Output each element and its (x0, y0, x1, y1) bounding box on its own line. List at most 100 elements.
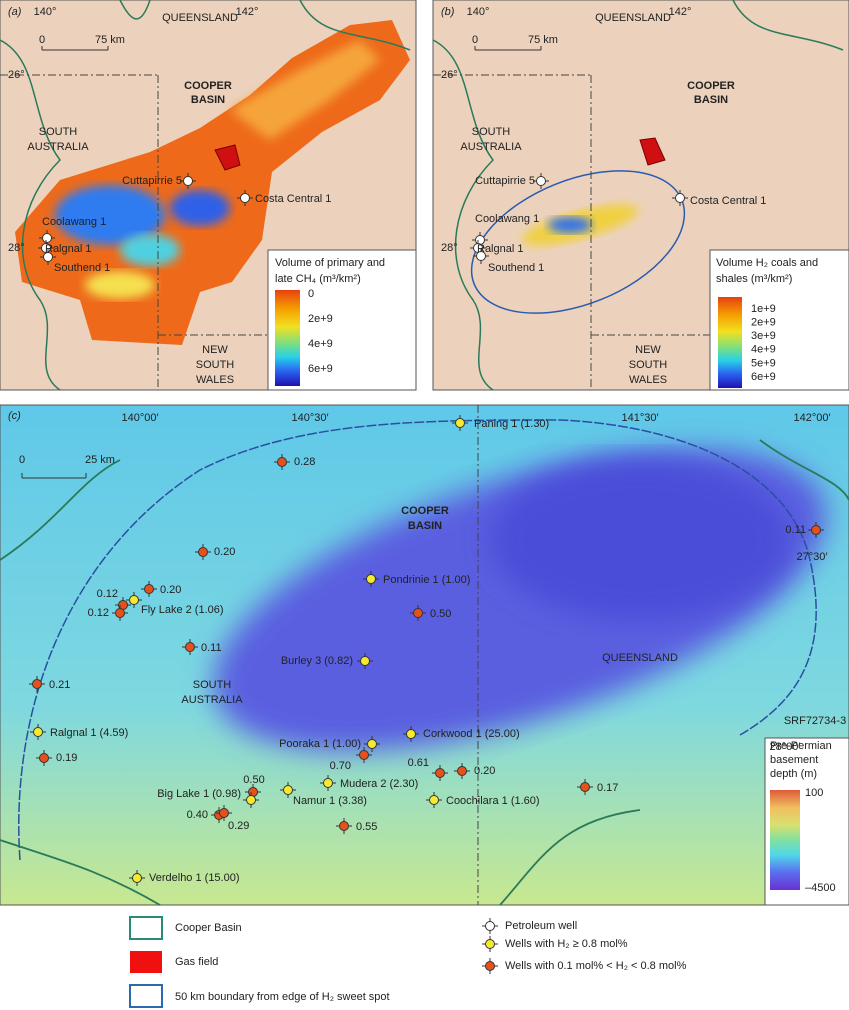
well (141, 581, 157, 597)
well (29, 676, 45, 692)
lat-label: 28° (441, 242, 458, 254)
region-label: QUEENSLAND (595, 12, 671, 24)
well (36, 750, 52, 766)
well-marker (366, 574, 376, 584)
legend-well-icon (482, 918, 498, 934)
lat-label: 26° (8, 69, 25, 81)
well-marker (132, 873, 142, 883)
well-label: Ralgnal 1 (45, 243, 91, 255)
well (364, 736, 380, 752)
well-label: Pooraka 1 (1.00) (279, 738, 361, 750)
lat-label: 28°00′ (770, 741, 801, 753)
well-marker (435, 768, 445, 778)
legend-title: Volume H₂ coals and (716, 257, 818, 269)
region-label: NEW (635, 344, 661, 356)
basin-label: BASIN (694, 94, 728, 106)
colorbar-tick: 2e+9 (308, 313, 333, 325)
colorbar-tick: 3e+9 (751, 330, 776, 342)
basin-label: COOPER (687, 80, 735, 92)
colorbar-tick: 6e+9 (751, 371, 776, 383)
petroleum-well (533, 173, 549, 189)
well-label: Ralgnal 1 (4.59) (50, 727, 128, 739)
well (320, 775, 336, 791)
colorbar-tick: 1e+9 (751, 303, 776, 315)
well-marker (476, 251, 486, 261)
scale-label: 0 (19, 454, 25, 466)
well-label: Cuttapirrie 5 (475, 175, 535, 187)
colorbar-tick: 6e+9 (308, 363, 333, 375)
region-label: WALES (196, 374, 234, 386)
well-label: Coolawang 1 (475, 213, 539, 225)
well (363, 571, 379, 587)
well (280, 782, 296, 798)
well-marker (339, 821, 349, 831)
colorbar-tick: 5e+9 (751, 357, 776, 369)
lon-label: 140°00′ (121, 412, 158, 424)
panel-a-map (0, 0, 417, 391)
legend-item: Wells with 0.1 mol% < H₂ < 0.8 mol% (505, 960, 687, 972)
well-marker (39, 753, 49, 763)
region-label: AUSTRALIA (460, 141, 522, 153)
well (30, 724, 46, 740)
legend-title: depth (m) (770, 768, 817, 780)
region-label: SOUTH (472, 126, 511, 138)
well-label: Coochilara 1 (1.60) (446, 795, 540, 807)
petroleum-well (180, 173, 196, 189)
well-label: Southend 1 (488, 262, 544, 274)
well-label: Corkwood 1 (25.00) (423, 728, 520, 740)
well-marker (129, 595, 139, 605)
legend-item: Petroleum well (505, 920, 577, 932)
well-label: 0.29 (228, 820, 249, 832)
region-label: SOUTH (196, 359, 235, 371)
panel-b-map (432, 0, 849, 391)
well-label: 0.17 (597, 782, 618, 794)
lon-label: 140°30′ (291, 412, 328, 424)
well (112, 605, 128, 621)
well-label: 0.20 (160, 584, 181, 596)
well-label: Ralgnal 1 (477, 243, 523, 255)
legend-item: 50 km boundary from edge of H₂ sweet spo… (175, 991, 390, 1003)
region-label: QUEENSLAND (162, 12, 238, 24)
colorbar-tick: 4e+9 (751, 344, 776, 356)
well-marker (42, 233, 52, 243)
legend-icons (129, 916, 163, 1008)
well-label: 0.11 (785, 524, 806, 536)
well-marker (283, 785, 293, 795)
region-label: SOUTH (193, 679, 232, 691)
well-marker (246, 795, 256, 805)
region-label: AUSTRALIA (181, 694, 243, 706)
colorbar-tick: 2e+9 (751, 317, 776, 329)
well (403, 726, 419, 742)
petroleum-well (39, 230, 55, 246)
well-label: 0.61 (408, 757, 429, 769)
well-label: 0.11 (201, 642, 222, 654)
lon-label: 140° (34, 6, 57, 18)
well-marker (323, 778, 333, 788)
well-label: Burley 3 (0.82) (281, 655, 353, 667)
well (274, 454, 290, 470)
panel-label: (b) (441, 6, 455, 18)
basin-label: BASIN (191, 94, 225, 106)
well-marker (198, 547, 208, 557)
region-label: AUSTRALIA (27, 141, 89, 153)
lon-label: 141°30′ (621, 412, 658, 424)
well-label: Cuttapirrie 5 (122, 175, 182, 187)
well (336, 818, 352, 834)
region-label: QUEENSLAND (602, 652, 678, 664)
basin-label: BASIN (408, 520, 442, 532)
well-label: 0.19 (56, 752, 77, 764)
well-label: Big Lake 1 (0.98) (157, 788, 241, 800)
well (808, 522, 824, 538)
well (356, 747, 372, 763)
well-marker (811, 525, 821, 535)
well-marker (367, 739, 377, 749)
well-marker (580, 782, 590, 792)
well-label: Southend 1 (54, 262, 110, 274)
legend-title: basement (770, 754, 818, 766)
well-label: Mudera 2 (2.30) (340, 778, 418, 790)
well-label: 0.40 (187, 809, 208, 821)
well-marker (536, 176, 546, 186)
well-marker (33, 727, 43, 737)
well-marker (485, 939, 495, 949)
legend-title: Pre-Permian (770, 740, 832, 752)
